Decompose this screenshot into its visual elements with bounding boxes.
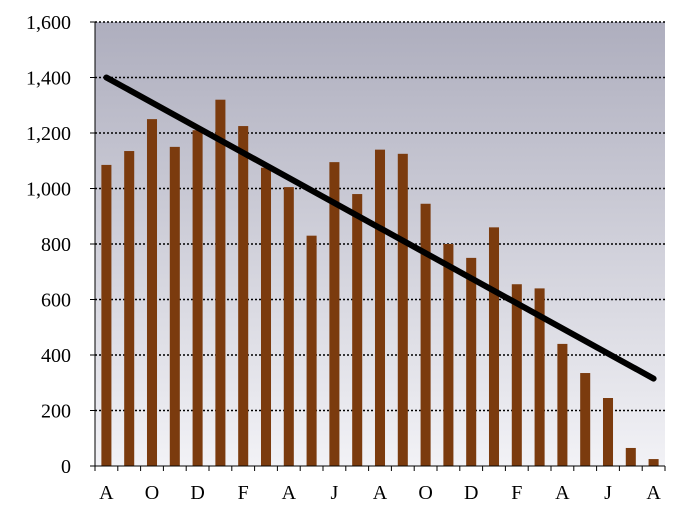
x-tick-label: A [373,482,388,504]
y-tick-label: 1,000 [26,179,71,201]
y-tick-label: 0 [61,456,71,478]
bar [374,149,386,466]
y-tick-label: 1,200 [26,123,71,145]
bar [443,244,454,466]
x-tick-label: F [238,482,249,504]
bar [625,447,636,466]
y-tick-label: 600 [41,290,71,312]
x-tick-label: J [331,482,339,504]
bar [488,227,500,466]
bar [283,187,294,467]
bar [397,153,408,466]
x-tick-label: A [282,482,297,504]
bar [511,284,522,466]
bar [192,130,203,466]
bar [215,99,226,466]
bar [466,257,477,466]
bar [238,126,249,466]
trend-line [103,74,657,382]
y-tick-label: 200 [41,401,71,423]
bar [420,203,431,466]
bar [557,343,568,466]
x-tick-label: D [190,482,204,504]
axes [90,21,666,471]
bar [260,167,272,466]
bar-series [101,99,659,467]
x-tick-label: O [145,482,159,504]
bar [534,288,545,466]
x-tick-label: A [99,482,114,504]
y-tick-label: 1,400 [26,68,71,90]
bar [352,194,363,467]
bar [580,373,591,466]
bar [602,398,614,466]
x-tick-label: A [555,482,570,504]
y-tick-label: 800 [41,234,71,256]
x-tick-label: J [604,482,612,504]
x-tick-label: O [418,482,432,504]
bar [329,162,340,466]
bar [648,459,659,466]
x-tick-label: F [511,482,522,504]
y-tick-label: 400 [41,345,71,367]
bar [169,146,180,466]
bar [146,119,158,466]
x-tick-label: D [464,482,478,504]
y-tick-label: 1,600 [26,12,71,34]
x-tick-label: A [646,482,661,504]
bar [124,151,135,466]
bar [101,164,112,466]
y-axis-tick-labels: 0 200 400 600 800 1,000 1,200 1,400 1,600 [26,12,71,478]
bar [306,235,317,466]
